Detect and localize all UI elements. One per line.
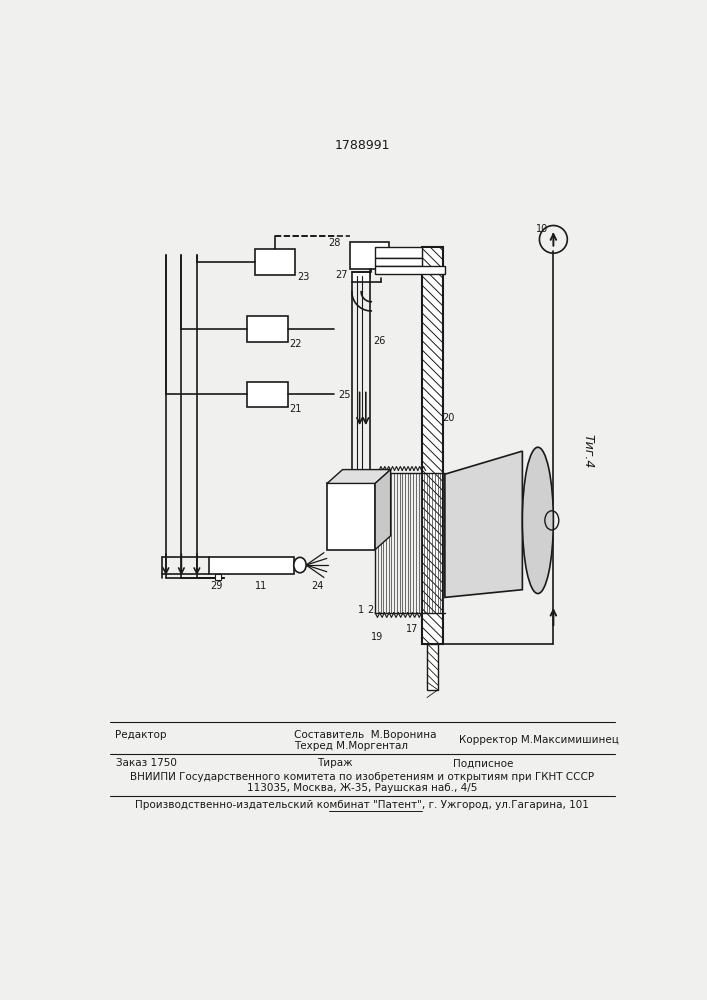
- Bar: [255, 249, 296, 275]
- Bar: [209, 557, 293, 574]
- Text: 22: 22: [289, 339, 302, 349]
- Text: Составитель  М.Воронина: Составитель М.Воронина: [293, 730, 436, 740]
- Text: Техред М.Моргентал: Техред М.Моргентал: [293, 741, 408, 751]
- Bar: [215, 574, 221, 580]
- Text: Производственно-издательский комбинат "Патент", г. Ужгород, ул.Гагарина, 101: Производственно-издательский комбинат "П…: [135, 800, 589, 810]
- Text: 113035, Москва, Ж-35, Раушская наб., 4/5: 113035, Москва, Ж-35, Раушская наб., 4/5: [247, 783, 477, 793]
- Bar: [327, 483, 375, 550]
- Text: 15: 15: [341, 515, 355, 525]
- Text: 27: 27: [335, 270, 347, 280]
- Text: Корректор М.Максимишинец: Корректор М.Максимишинец: [459, 735, 619, 745]
- Bar: [352, 272, 370, 282]
- Polygon shape: [327, 470, 391, 483]
- Bar: [247, 382, 288, 407]
- Text: 28: 28: [329, 238, 341, 248]
- Text: 2: 2: [368, 605, 373, 615]
- Text: 11: 11: [255, 581, 267, 591]
- Text: Редактор: Редактор: [115, 730, 167, 740]
- Text: 1: 1: [358, 605, 364, 615]
- Text: 1788991: 1788991: [334, 139, 390, 152]
- Bar: [351, 242, 389, 269]
- Bar: [375, 247, 421, 258]
- Text: 17: 17: [406, 624, 419, 634]
- Text: Подписное: Подписное: [452, 758, 513, 768]
- Text: ВНИИПИ Государственного комитета по изобретениям и открытиям при ГКНТ СССР: ВНИИПИ Государственного комитета по изоб…: [130, 772, 594, 782]
- Text: 26: 26: [373, 336, 386, 346]
- Ellipse shape: [293, 557, 306, 573]
- Text: .: .: [551, 224, 555, 237]
- Bar: [247, 316, 288, 342]
- Text: Заказ 1750: Заказ 1750: [115, 758, 176, 768]
- Text: 20: 20: [443, 413, 455, 423]
- Polygon shape: [375, 470, 391, 550]
- Ellipse shape: [522, 447, 554, 594]
- Text: 24: 24: [312, 581, 324, 591]
- Text: Τиг.4: Τиг.4: [582, 434, 595, 468]
- Text: 10: 10: [537, 224, 549, 234]
- Text: 23: 23: [297, 272, 309, 282]
- Text: 29: 29: [210, 581, 223, 591]
- Bar: [427, 644, 438, 690]
- Bar: [375, 266, 445, 274]
- Polygon shape: [445, 451, 522, 597]
- Bar: [375, 258, 421, 266]
- Text: 21: 21: [289, 404, 301, 414]
- Text: 19: 19: [371, 632, 383, 642]
- Text: Тираж: Тираж: [317, 758, 353, 768]
- Bar: [421, 247, 443, 644]
- Text: 25: 25: [338, 389, 351, 399]
